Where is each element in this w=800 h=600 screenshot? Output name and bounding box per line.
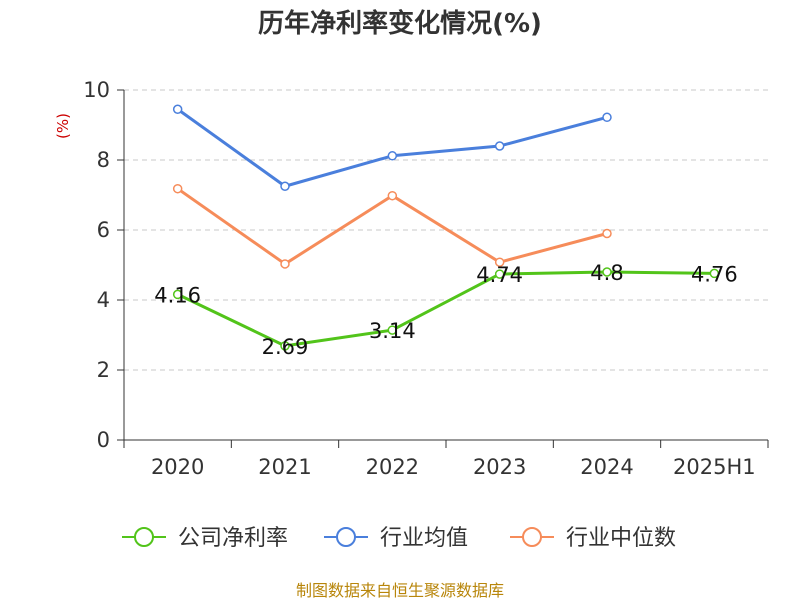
series-layer: [172, 104, 720, 351]
x-tick-label: 2024: [580, 455, 633, 479]
data-label: 4.8: [590, 261, 623, 285]
legend-label: 公司净利率: [178, 526, 288, 551]
data-point: [280, 181, 290, 191]
y-tick-label: 0: [97, 428, 110, 452]
series-line: [177, 270, 715, 348]
y-tick-label: 4: [97, 288, 110, 312]
data-point: [387, 325, 398, 335]
chart-title: 历年净利率变化情况(%): [258, 8, 542, 39]
legend-item[interactable]: 行业中位数: [510, 526, 676, 551]
data-point: [602, 267, 612, 277]
data-point: [172, 289, 183, 300]
x-tick-label: 2022: [366, 455, 419, 479]
y-tick-label: 8: [97, 148, 110, 172]
axes: 0 2 4 6 8 10 2020 2021 2022 2023 2024 2025H1: [83, 78, 769, 479]
data-point: [280, 259, 290, 269]
series-line: [176, 108, 608, 188]
legend-item[interactable]: 行业均值: [324, 526, 468, 551]
legend-marker-icon: [336, 527, 356, 547]
x-tick-label: 2020: [151, 455, 204, 479]
data-point: [387, 190, 398, 201]
source-note: 制图数据来自恒生聚源数据库: [296, 581, 504, 600]
legend[interactable]: 公司净利率 行业均值 行业中位数: [122, 526, 676, 551]
y-tick-label: 2: [97, 358, 110, 382]
data-point: [602, 228, 612, 239]
x-tick-label: 2023: [473, 455, 526, 479]
data-label: 2.69: [262, 335, 309, 359]
data-point: [172, 183, 183, 194]
x-tick-label: 2021: [258, 455, 311, 479]
legend-label: 行业均值: [380, 526, 468, 551]
legend-item[interactable]: 公司净利率: [122, 526, 288, 551]
data-point: [494, 141, 505, 151]
y-tick-label: 10: [83, 78, 110, 102]
y-tick-label: 6: [97, 218, 110, 242]
data-label: 4.76: [691, 262, 738, 286]
y-axis-unit: (%): [54, 113, 72, 139]
data-point: [280, 341, 290, 351]
data-point: [602, 112, 612, 123]
x-tick-label: 2025H1: [673, 455, 756, 479]
data-point: [494, 257, 505, 267]
data-point: [172, 104, 183, 114]
data-label: 4.74: [476, 263, 523, 287]
data-point: [709, 268, 720, 279]
data-label: 3.14: [369, 319, 416, 343]
legend-marker-icon: [134, 527, 154, 547]
data-labels: 4.16 2.69 3.14 4.74 4.8 4.76: [154, 261, 737, 359]
legend-label: 行业中位数: [566, 526, 676, 551]
legend-marker-icon: [522, 527, 542, 547]
data-label: 4.16: [154, 283, 201, 307]
data-point: [387, 151, 398, 161]
data-point: [494, 269, 505, 279]
